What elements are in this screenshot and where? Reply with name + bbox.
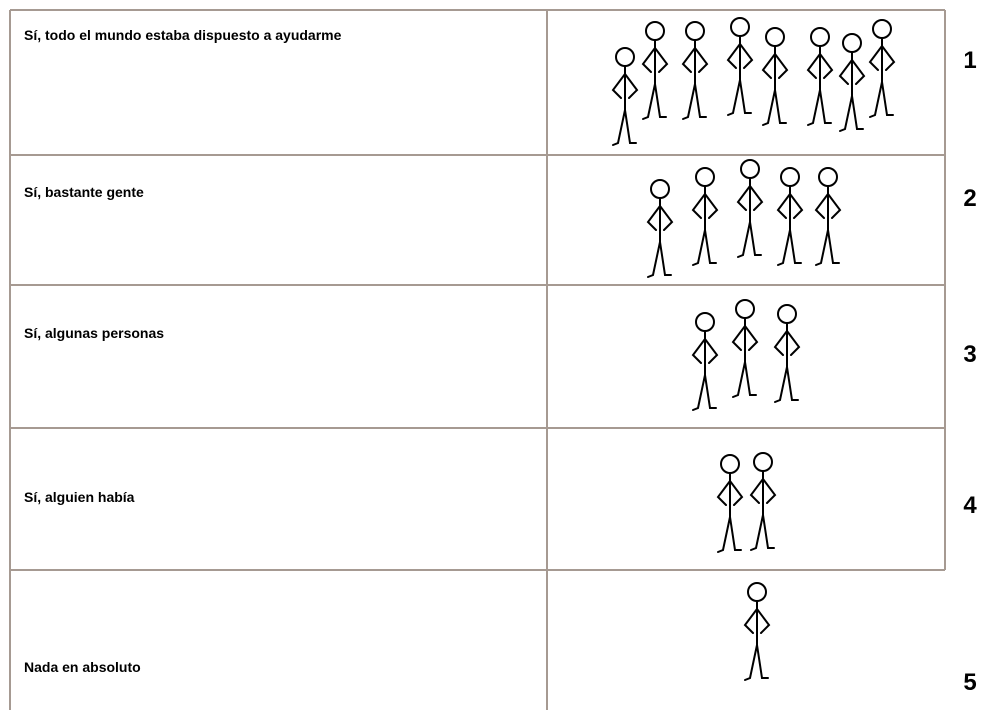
figure-head bbox=[730, 17, 750, 37]
row-label: Sí, todo el mundo estaba dispuesto a ayu… bbox=[24, 27, 342, 43]
stick-figure bbox=[806, 27, 834, 126]
stick-figure bbox=[646, 179, 674, 278]
figure-head bbox=[818, 167, 838, 187]
row-number: 4 bbox=[963, 492, 977, 519]
stick-figure bbox=[611, 47, 639, 146]
figure-head bbox=[695, 167, 715, 187]
stick-figure bbox=[736, 159, 764, 258]
stick-figure bbox=[776, 167, 804, 266]
stick-figure bbox=[726, 17, 754, 116]
figure-head bbox=[780, 167, 800, 187]
stick-figure bbox=[761, 27, 789, 126]
figure-head bbox=[810, 27, 830, 47]
figure-body bbox=[749, 470, 777, 551]
figure-body bbox=[641, 39, 669, 120]
stick-figure bbox=[743, 582, 771, 681]
figure-body bbox=[611, 65, 639, 146]
row-number: 5 bbox=[963, 669, 976, 696]
stick-figure bbox=[773, 304, 801, 403]
row-number: 1 bbox=[963, 47, 976, 74]
row-label: Nada en absoluto bbox=[24, 659, 141, 675]
figure-body bbox=[773, 322, 801, 403]
row-number: 3 bbox=[963, 341, 976, 368]
figure-body bbox=[868, 37, 896, 118]
row-number: 2 bbox=[963, 185, 976, 212]
figure-head bbox=[645, 21, 665, 41]
figure-head bbox=[747, 582, 767, 602]
row-label: Sí, algunas personas bbox=[24, 325, 164, 341]
row-label: Sí, alguien había bbox=[24, 489, 135, 505]
figure-body bbox=[743, 600, 771, 681]
figure-body bbox=[736, 177, 764, 258]
stick-figure bbox=[814, 167, 842, 266]
figure-body bbox=[761, 45, 789, 126]
figure-head bbox=[777, 304, 797, 324]
table-borders bbox=[9, 9, 946, 710]
stick-figure bbox=[731, 299, 759, 398]
figure-body bbox=[726, 35, 754, 116]
figure-body bbox=[731, 317, 759, 398]
figure-body bbox=[806, 45, 834, 126]
table-content: Sí, todo el mundo estaba dispuesto a ayu… bbox=[24, 17, 977, 696]
stick-figure bbox=[691, 167, 719, 266]
figure-body bbox=[691, 330, 719, 411]
figure-head bbox=[753, 452, 773, 472]
stick-figure bbox=[838, 33, 866, 132]
figure-head bbox=[740, 159, 760, 179]
figure-head bbox=[615, 47, 635, 67]
figure-head bbox=[650, 179, 670, 199]
figure-head bbox=[695, 312, 715, 332]
figure-head bbox=[872, 19, 892, 39]
figure-body bbox=[681, 39, 709, 120]
stick-figure bbox=[681, 21, 709, 120]
figure-head bbox=[765, 27, 785, 47]
figure-body bbox=[814, 185, 842, 266]
figure-head bbox=[720, 454, 740, 474]
figure-body bbox=[716, 472, 744, 553]
stick-figure bbox=[716, 454, 744, 553]
figure-body bbox=[838, 51, 866, 132]
row-label: Sí, bastante gente bbox=[24, 184, 144, 200]
stick-figure bbox=[868, 19, 896, 118]
stick-figure bbox=[749, 452, 777, 551]
figure-body bbox=[646, 197, 674, 278]
figure-body bbox=[776, 185, 804, 266]
figure-head bbox=[735, 299, 755, 319]
stick-figure bbox=[691, 312, 719, 411]
figure-head bbox=[685, 21, 705, 41]
figure-head bbox=[842, 33, 862, 53]
figure-body bbox=[691, 185, 719, 266]
stick-figure bbox=[641, 21, 669, 120]
